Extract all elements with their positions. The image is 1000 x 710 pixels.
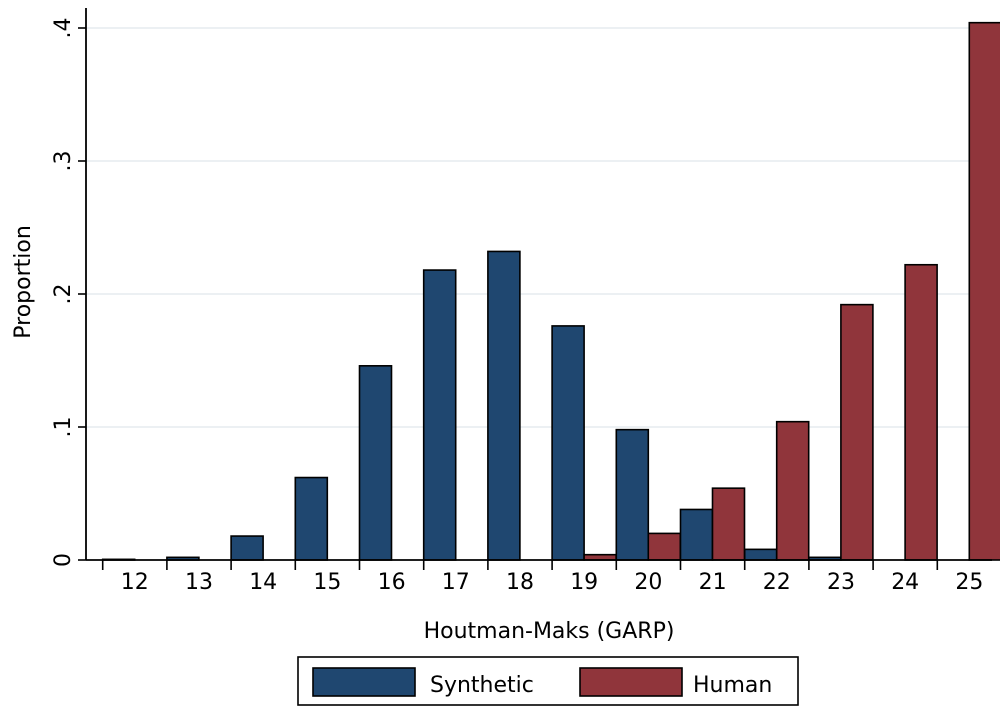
legend-swatch-synthetic: [312, 667, 416, 697]
x-tick-label-21: 21: [699, 570, 727, 595]
x-tick-label-19: 19: [570, 570, 598, 595]
x-tick-label-13: 13: [185, 570, 213, 595]
bar-synthetic-21: [679, 508, 714, 561]
x-tick-label-25: 25: [955, 570, 983, 595]
x-tick-label-20: 20: [634, 570, 662, 595]
x-tick-label-15: 15: [313, 570, 341, 595]
bar-synthetic-15: [294, 476, 329, 561]
bar-synthetic-17: [422, 269, 457, 561]
y-tick-label-4: .4: [51, 18, 76, 39]
axes: 0 .1 .2 .3 .4 12 13 14 15 16 17 18 19 20 21 22 23 24 25: [51, 8, 992, 595]
bar-synthetic-19: [551, 325, 585, 561]
bar-synthetic-22: [743, 548, 778, 561]
y-tick-label-3: .3: [51, 151, 76, 172]
legend-swatch-human: [579, 667, 683, 697]
legend: Synthetic Human: [297, 656, 799, 706]
bar-human-20: [647, 532, 682, 561]
x-tick-label-23: 23: [827, 570, 855, 595]
bar-synthetic-18: [487, 250, 521, 561]
bars: [101, 21, 1000, 561]
x-tick-label-12: 12: [121, 570, 149, 595]
bar-synthetic-14: [230, 535, 264, 561]
bar-human-24: [904, 263, 938, 561]
x-tick-label-14: 14: [249, 570, 277, 595]
x-tick-label-24: 24: [891, 570, 919, 595]
x-tick-label-22: 22: [763, 570, 791, 595]
y-tick-label-2: .2: [51, 284, 76, 305]
x-tick-label-18: 18: [506, 570, 534, 595]
legend-label-human: Human: [693, 673, 772, 698]
x-tick-label-17: 17: [442, 570, 470, 595]
y-tick-label-0: 0: [51, 553, 76, 567]
x-tick-label-16: 16: [378, 570, 406, 595]
y-tick-label-1: .1: [51, 417, 76, 438]
bar-human-22: [775, 420, 810, 561]
bar-human-23: [840, 303, 874, 561]
bar-synthetic-20: [615, 428, 650, 561]
bar-synthetic-16: [358, 365, 393, 561]
y-axis-title: Proportion: [11, 225, 36, 339]
bar-human-25: [968, 21, 1000, 561]
x-axis-title: Houtman-Maks (GARP): [424, 619, 675, 644]
legend-label-synthetic: Synthetic: [430, 673, 534, 698]
bar-human-21: [711, 487, 746, 561]
